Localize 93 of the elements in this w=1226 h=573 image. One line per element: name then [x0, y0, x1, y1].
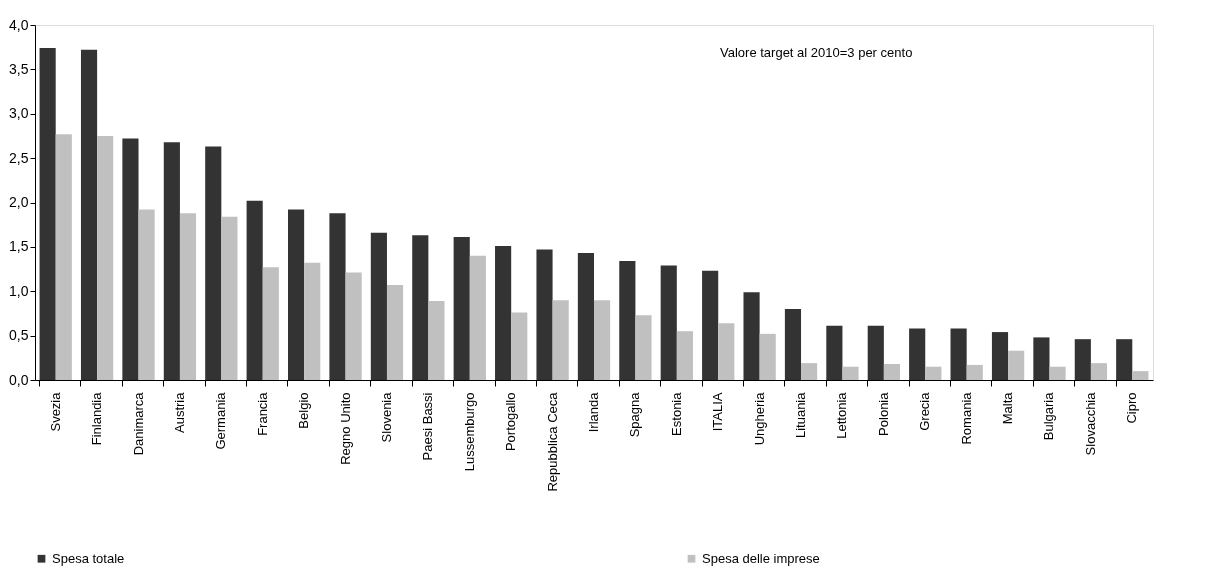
bar	[412, 235, 429, 380]
bar	[370, 232, 387, 380]
bar	[702, 270, 719, 380]
bar	[950, 328, 967, 380]
bar	[801, 363, 818, 380]
x-tick-label: Slovenia	[378, 391, 394, 443]
bar	[288, 209, 305, 380]
x-tick-label: Germania	[213, 391, 229, 450]
bar	[1008, 350, 1025, 380]
y-tick-label: 1,5	[9, 238, 29, 255]
bar	[1090, 363, 1108, 380]
bar	[883, 364, 900, 380]
y-tick-label: 1,0	[9, 282, 29, 299]
bar	[784, 309, 802, 380]
bar	[122, 138, 139, 380]
bar	[386, 285, 404, 380]
bar	[635, 315, 652, 380]
bar	[453, 237, 470, 380]
x-tick-label: Spagna	[627, 391, 643, 438]
y-tick-label: 2,0	[9, 194, 29, 210]
y-tick-label: 4,0	[9, 16, 29, 33]
annotation: Valore target al 2010=3 per cento	[720, 45, 913, 60]
bar	[179, 213, 197, 380]
bar	[842, 366, 859, 380]
bar	[304, 262, 321, 380]
bar	[97, 135, 114, 380]
x-tick-label: Austria	[171, 391, 187, 433]
bar	[909, 328, 926, 380]
y-tick-label: 3,5	[9, 60, 29, 77]
x-tick-label: Ungheria	[751, 391, 767, 446]
bar	[1074, 339, 1091, 380]
bar	[428, 301, 445, 380]
y-tick-label: 2,5	[9, 149, 29, 166]
x-tick-label: Danimarca	[130, 391, 146, 456]
x-tick-label: Paesi Bassi	[420, 392, 436, 461]
bar	[345, 272, 362, 380]
x-tick-label: Slovacchia	[1082, 391, 1098, 456]
x-tick-label: Finlandia	[89, 391, 105, 446]
bar	[1049, 366, 1066, 380]
bar	[80, 49, 98, 380]
legend-label: Spesa totale	[52, 550, 125, 566]
bar	[1116, 339, 1133, 380]
bar	[594, 300, 611, 380]
bar	[660, 265, 677, 380]
bar	[246, 200, 263, 380]
bar	[966, 364, 983, 380]
bar	[262, 267, 279, 380]
bar	[329, 213, 346, 380]
bar	[1033, 337, 1050, 380]
bar	[867, 325, 884, 380]
x-tick-label: Grecia	[917, 391, 933, 431]
bar	[39, 48, 56, 380]
x-tick-label: Polonia	[875, 391, 891, 436]
bar	[577, 253, 594, 380]
bar	[495, 245, 512, 380]
bar	[205, 146, 222, 380]
bar	[991, 332, 1009, 380]
y-tick-label: 0,5	[9, 327, 29, 344]
bar	[511, 312, 528, 380]
bar	[536, 249, 553, 380]
x-tick-label: Repubblica Ceca	[544, 391, 560, 492]
bar	[552, 300, 569, 380]
legend-label: Spesa delle imprese	[702, 550, 820, 566]
x-tick-label: Estonia	[668, 391, 684, 436]
bar	[676, 331, 693, 380]
bar	[718, 323, 735, 380]
x-tick-label: Bulgaria	[1041, 391, 1057, 441]
x-tick-label: Irlanda	[586, 391, 601, 433]
y-tick-label: 0,0	[9, 371, 29, 388]
x-tick-label: Svezia	[47, 391, 63, 432]
x-tick-label: Regno Unito	[337, 392, 353, 465]
bar	[138, 209, 155, 380]
bar	[163, 142, 180, 380]
y-tick-label: 3,0	[9, 105, 29, 122]
x-tick-label: ITALIA	[710, 392, 726, 432]
x-tick-label: Lettonia	[834, 391, 850, 439]
x-tick-label: Lussemburgo	[461, 392, 477, 472]
bar	[826, 325, 843, 380]
bar	[469, 255, 486, 380]
bar	[55, 134, 72, 380]
bar	[1132, 371, 1149, 380]
x-tick-label: Lituania	[793, 391, 809, 439]
bar	[221, 216, 238, 380]
bar	[759, 333, 776, 380]
bar	[743, 292, 760, 380]
x-tick-label: Francia	[254, 391, 270, 436]
x-tick-label: Portogallo	[503, 392, 519, 452]
x-tick-label: Belgio	[296, 392, 312, 429]
x-tick-label: Malta	[1000, 391, 1016, 425]
x-tick-label: Cipro	[1124, 392, 1140, 424]
bar	[925, 366, 942, 380]
bar	[619, 261, 636, 380]
x-tick-label: Romania	[958, 391, 974, 445]
